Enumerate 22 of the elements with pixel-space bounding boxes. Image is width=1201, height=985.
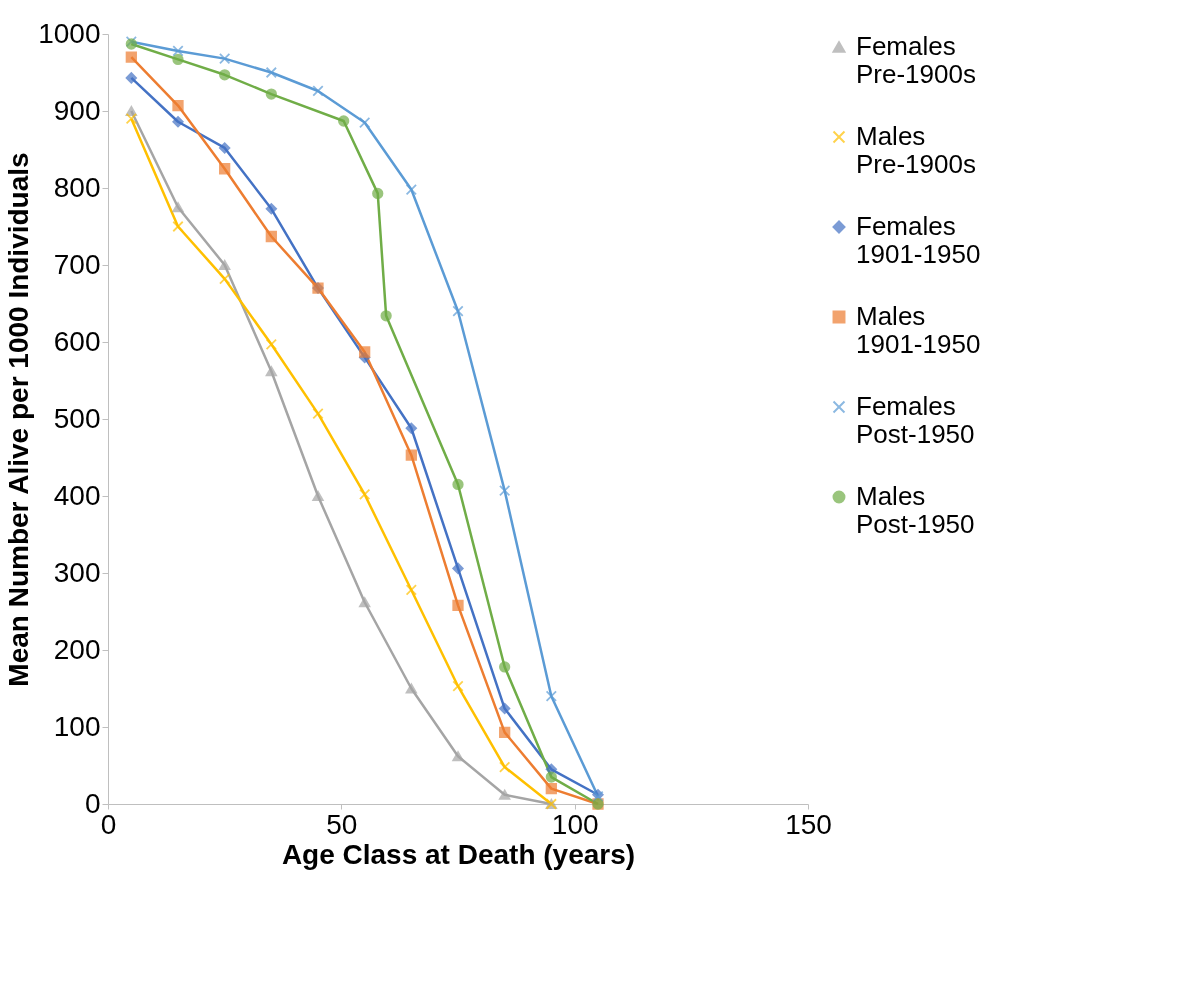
legend-label: Females Post-1950 [856, 391, 975, 449]
y-axis-title: Mean Number Alive per 1000 Individuals [3, 152, 35, 687]
y-tick-label: 100 [53, 710, 101, 742]
y-tick-label: 600 [53, 325, 101, 357]
legend-label: Females 1901-1950 [856, 211, 981, 269]
y-tick-label: 400 [53, 479, 101, 511]
x-axis-title: Age Class at Death (years) [281, 838, 636, 870]
x-tick-label: 150 [785, 808, 832, 840]
y-tick-label: 500 [53, 402, 101, 434]
x-tick-label: 100 [551, 808, 599, 840]
legend-label: Males Pre-1900s [856, 121, 976, 179]
legend-label: Females Pre-1900s [856, 31, 976, 89]
y-tick-label: 200 [53, 633, 101, 665]
legend-label: Males 1901-1950 [856, 301, 981, 359]
legend-label: Males Post-1950 [856, 481, 975, 539]
y-tick-label: 900 [53, 94, 101, 126]
y-tick-label: 800 [53, 171, 101, 203]
y-tick-label: 1000 [38, 17, 101, 49]
y-tick-label: 0 [84, 787, 101, 819]
y-tick-label: 700 [53, 248, 101, 280]
y-tick-label: 300 [53, 556, 101, 588]
x-tick-label: 50 [326, 808, 358, 840]
